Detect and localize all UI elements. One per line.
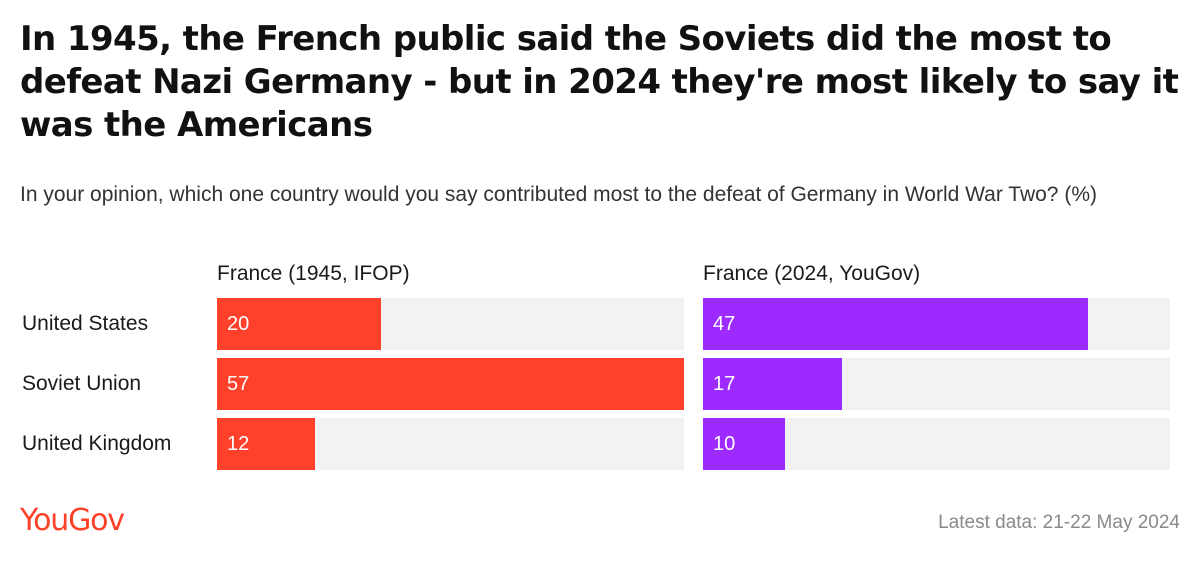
chart-title: In 1945, the French public said the Sovi… <box>20 19 1179 145</box>
bar: 57 <box>217 358 684 410</box>
bar: 20 <box>217 298 381 350</box>
bar: 12 <box>217 418 316 470</box>
series-label: France (1945, IFOP) <box>217 262 410 285</box>
bar-value-label: 17 <box>713 373 736 395</box>
bar-value-label: 10 <box>713 433 736 455</box>
series-label: France (2024, YouGov) <box>703 262 921 285</box>
category-label: Soviet Union <box>22 372 142 395</box>
bar-track: 20 <box>217 298 684 350</box>
bar-track: 12 <box>217 418 684 470</box>
bar: 17 <box>703 358 843 410</box>
bar-value-label: 47 <box>713 313 736 335</box>
chart-subtitle: In your opinion, which one country would… <box>20 183 1097 206</box>
bar-track: 17 <box>703 358 1170 410</box>
latest-data-note: Latest data: 21-22 May 2024 <box>938 512 1180 533</box>
bar-track: 57 <box>217 358 684 410</box>
bar-value-label: 12 <box>227 433 250 455</box>
bar-value-label: 20 <box>227 313 250 335</box>
bar-track: 10 <box>703 418 1170 470</box>
bar-value-label: 57 <box>227 373 250 395</box>
bar: 10 <box>703 418 785 470</box>
category-label: United Kingdom <box>22 432 172 455</box>
bar: 47 <box>703 298 1089 350</box>
bar-track: 47 <box>703 298 1170 350</box>
category-label: United States <box>22 312 149 335</box>
yougov-logo: YouGov <box>20 503 125 538</box>
